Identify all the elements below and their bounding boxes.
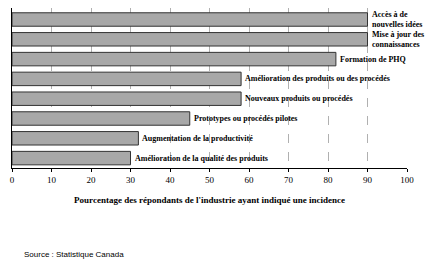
svg-text:Augmentation de la productivit: Augmentation de la productivité: [142, 134, 253, 143]
svg-text:Nouveaux produits ou procédés: Nouveaux produits ou procédés: [245, 94, 353, 103]
svg-text:80: 80: [324, 175, 334, 185]
svg-text:Accès à denouvelles idées: Accès à denouvelles idées: [372, 10, 422, 29]
svg-text:20: 20: [87, 175, 97, 185]
svg-text:50: 50: [205, 175, 215, 185]
svg-text:70: 70: [284, 175, 294, 185]
svg-text:Mise à jour desconnaissances: Mise à jour desconnaissances: [372, 30, 424, 49]
svg-text:60: 60: [245, 175, 255, 185]
svg-text:Prototypes ou procédés pilotes: Prototypes ou procédés pilotes: [194, 114, 297, 123]
svg-text:Source : Statistique Canada: Source : Statistique Canada: [24, 250, 124, 259]
svg-text:Amélioration de la qualité des: Amélioration de la qualité des produits: [135, 154, 268, 163]
svg-text:0: 0: [10, 175, 15, 185]
svg-text:90: 90: [363, 175, 373, 185]
svg-text:Amélioration des produits ou d: Amélioration des produits ou des procédé…: [245, 74, 390, 83]
svg-text:Formation de PHQ: Formation de PHQ: [340, 55, 406, 64]
svg-text:10: 10: [47, 175, 57, 185]
svg-text:Pourcentage des répondants de: Pourcentage des répondants de l'industri…: [74, 195, 345, 205]
svg-text:30: 30: [126, 175, 136, 185]
svg-text:100: 100: [400, 175, 414, 185]
svg-text:40: 40: [166, 175, 176, 185]
